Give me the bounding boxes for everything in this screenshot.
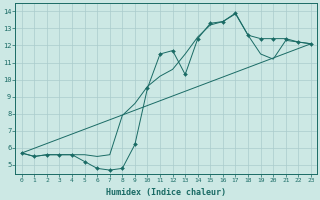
X-axis label: Humidex (Indice chaleur): Humidex (Indice chaleur) xyxy=(106,188,226,197)
